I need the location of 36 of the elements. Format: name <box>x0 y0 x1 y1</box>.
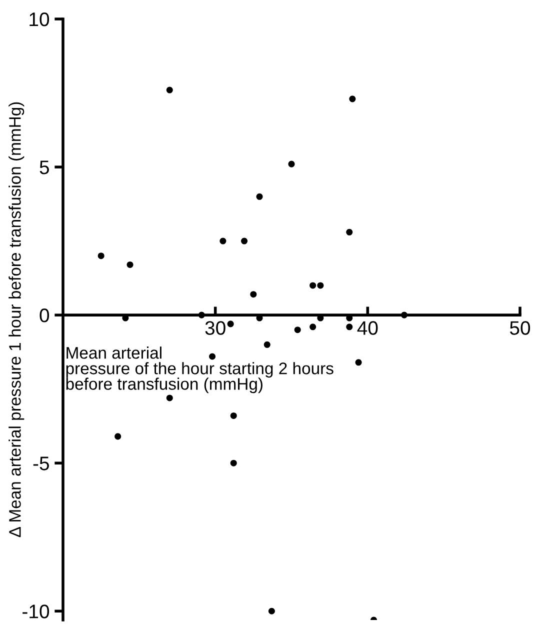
y-tick-label: 5 <box>40 160 49 174</box>
point <box>220 238 226 244</box>
x-axis-title: Mean arterial pressure of the hour starting 2 hours before transfusion (mmHg) <box>66 346 334 394</box>
point <box>310 282 316 289</box>
y-axis-title: Δ Mean arterial pressure 1 hour before transfusion (mmHg) <box>8 102 24 538</box>
point <box>166 86 173 94</box>
point <box>346 324 353 330</box>
point <box>288 160 295 168</box>
point <box>264 341 270 348</box>
point <box>317 282 324 289</box>
y-tick-label: -5 <box>33 456 49 470</box>
point <box>126 261 134 268</box>
point <box>98 252 104 260</box>
point <box>256 193 263 200</box>
point <box>310 324 316 330</box>
point <box>400 312 408 318</box>
point <box>227 320 234 328</box>
point <box>198 312 205 318</box>
x-tick-label: 40 <box>357 321 378 335</box>
point <box>250 291 257 298</box>
point <box>209 353 216 360</box>
point <box>241 238 248 244</box>
point <box>230 412 237 419</box>
point <box>230 460 237 466</box>
point <box>346 228 353 236</box>
point <box>268 608 275 614</box>
point <box>349 96 356 102</box>
point <box>114 433 122 440</box>
point <box>166 394 173 402</box>
x-tick-label: 30 <box>205 321 226 335</box>
y-tick-label: 10 <box>30 12 50 26</box>
y-tick-label: 0 <box>40 308 50 322</box>
x-tick-label: 50 <box>510 321 530 335</box>
point <box>355 359 362 366</box>
y-tick-label: -10 <box>22 604 50 618</box>
point <box>294 326 301 334</box>
